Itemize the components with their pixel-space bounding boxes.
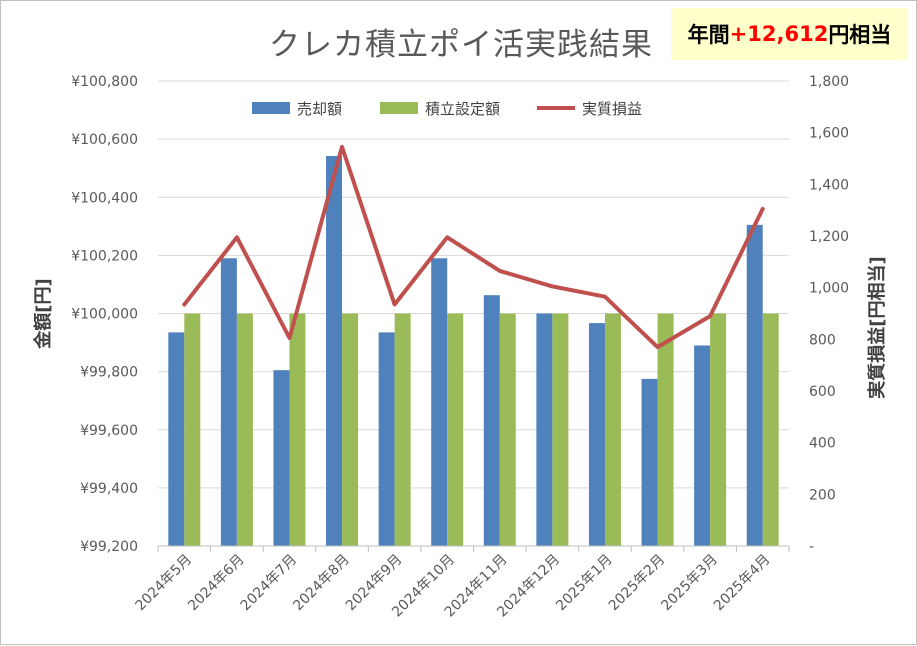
y-tick-label: ¥100,800: [71, 74, 138, 90]
y-tick-label: ¥100,200: [71, 248, 138, 264]
legend-swatch: [380, 102, 418, 114]
y2-tick-label: 1,600: [809, 126, 849, 142]
y-axis-title: 金額[円]: [32, 278, 54, 349]
bar-invest: [394, 313, 411, 546]
y2-axis-title: 実質損益[円相当]: [866, 256, 888, 398]
badge-suffix: 円相当: [828, 23, 892, 47]
bar-sell: [588, 323, 605, 546]
y2-tick-label: 1,200: [809, 229, 849, 245]
bar-sell: [536, 313, 553, 546]
bar-invest: [289, 313, 306, 546]
legend-label: 積立設定額: [425, 100, 500, 118]
bar-sell: [326, 155, 343, 546]
y-tick-label: ¥100,000: [71, 307, 138, 323]
y2-tick-label: -: [809, 539, 814, 555]
badge-prefix: 年間: [687, 23, 730, 47]
y2-tick-label: 1,800: [809, 74, 849, 90]
y-tick-label: ¥99,400: [80, 481, 138, 497]
annual-result-badge: 年間 +12,612 円相当: [671, 8, 908, 60]
y-tick-label: ¥100,400: [71, 190, 138, 206]
bar-sell: [378, 332, 395, 546]
bar-sell: [220, 258, 237, 546]
bar-invest: [342, 313, 359, 546]
bar-invest: [447, 313, 464, 546]
y2-tick-label: 200: [809, 487, 836, 503]
y2-tick-label: 1,400: [809, 177, 849, 193]
y2-tick-label: 400: [809, 436, 836, 452]
bar-sell: [273, 370, 290, 546]
bar-invest: [184, 313, 201, 546]
bar-invest: [236, 313, 253, 546]
bar-invest: [762, 313, 779, 546]
legend-label: 実質損益: [582, 100, 642, 118]
legend-swatch: [252, 102, 290, 114]
y-tick-label: ¥99,800: [80, 365, 138, 381]
y2-tick-label: 1,000: [809, 281, 849, 297]
bar-invest: [710, 313, 727, 546]
bar-invest: [657, 313, 674, 546]
badge-amount: +12,612: [729, 22, 829, 46]
y-tick-label: ¥99,200: [80, 539, 138, 555]
y2-tick-label: 600: [809, 384, 836, 400]
bar-invest: [499, 313, 516, 546]
chart-title: クレカ積立ポイ活実践結果: [269, 27, 653, 63]
bar-sell: [694, 345, 711, 546]
bar-sell: [483, 295, 500, 546]
bar-sell: [168, 332, 185, 546]
bar-sell: [641, 378, 658, 546]
bar-invest: [552, 313, 569, 546]
bar-sell: [746, 224, 763, 546]
bar-sell: [431, 258, 448, 546]
y2-tick-label: 800: [809, 332, 836, 348]
y-tick-label: ¥99,600: [80, 423, 138, 439]
y-tick-label: ¥100,600: [71, 132, 138, 148]
line-profit: [182, 144, 765, 350]
bar-invest: [604, 313, 621, 546]
legend-label: 売却額: [297, 100, 342, 118]
x-tick-label: 2025年4月: [711, 552, 774, 615]
